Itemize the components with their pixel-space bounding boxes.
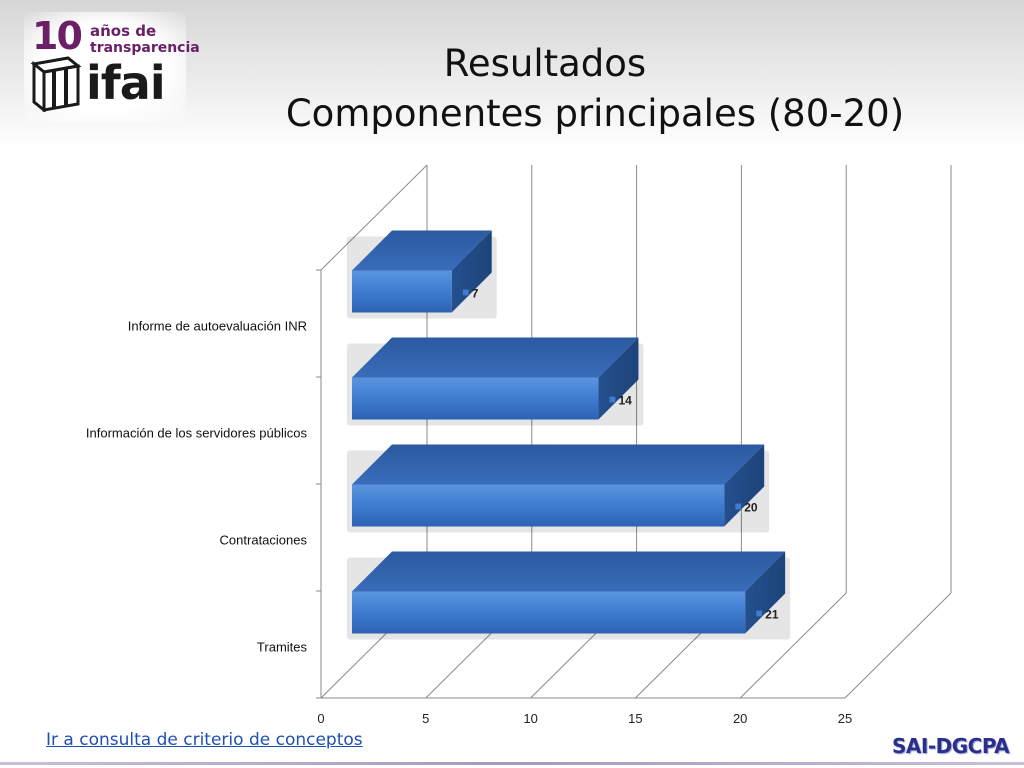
bar-side-3 bbox=[745, 551, 786, 634]
data-label-3: 21 bbox=[765, 608, 779, 622]
bar-2 bbox=[347, 444, 770, 533]
bar-side-2 bbox=[724, 444, 765, 527]
category-label-2: Contrataciones bbox=[220, 533, 308, 548]
floor-line-20 bbox=[739, 592, 847, 699]
x-tick-label-10: 10 bbox=[523, 711, 537, 726]
x-tick-label-5: 5 bbox=[422, 711, 429, 726]
data-marker-2 bbox=[734, 503, 742, 510]
criteria-link[interactable]: Ir a consulta de criterio de conceptos bbox=[46, 730, 363, 750]
category-label-1: Información de los servidores públicos bbox=[86, 426, 308, 441]
data-label-0: 7 bbox=[472, 287, 479, 301]
left-wall-top bbox=[320, 164, 428, 271]
sai-dgcpa-logo: SAI-DGCPA bbox=[892, 734, 1010, 758]
bar-front-0 bbox=[352, 270, 452, 313]
data-marker-1 bbox=[609, 396, 616, 403]
bar-front-1 bbox=[352, 377, 599, 420]
logo-line1: años de bbox=[90, 22, 157, 40]
floor-line-25 bbox=[844, 592, 952, 699]
data-label-1: 14 bbox=[618, 394, 632, 408]
bar-top-1 bbox=[352, 337, 639, 378]
bar-front-2 bbox=[352, 484, 725, 527]
ifai-logo: 10 años de transparencia ifai bbox=[24, 12, 200, 122]
data-marker-0 bbox=[462, 289, 469, 296]
footer-rule bbox=[0, 762, 1024, 765]
bar-side-1 bbox=[598, 337, 639, 420]
bar-top-0 bbox=[352, 230, 492, 271]
bar-0 bbox=[347, 230, 497, 319]
bar-front-3 bbox=[352, 591, 746, 634]
data-label-2: 20 bbox=[744, 501, 758, 515]
bar-side-0 bbox=[451, 230, 492, 313]
x-tick-label-0: 0 bbox=[317, 711, 324, 726]
x-tick-label-25: 25 bbox=[838, 711, 852, 726]
logo-brand: ifai bbox=[86, 56, 166, 110]
category-label-0: Informe de autoevaluación INR bbox=[128, 319, 307, 334]
logo-line2: transparencia bbox=[90, 40, 200, 56]
slide-title: Resultados bbox=[443, 42, 647, 85]
bar-1 bbox=[347, 337, 644, 426]
logo-number: 10 bbox=[32, 14, 83, 58]
cube-icon bbox=[30, 56, 82, 112]
x-tick-label-20: 20 bbox=[733, 711, 747, 726]
x-tick-label-15: 15 bbox=[628, 711, 642, 726]
bar-top-2 bbox=[352, 444, 765, 485]
category-label-3: Tramites bbox=[257, 640, 308, 655]
slide-subtitle: Componentes principales (80-20) bbox=[285, 92, 905, 135]
bar-3 bbox=[347, 551, 791, 640]
data-marker-3 bbox=[755, 610, 763, 617]
bar-top-3 bbox=[352, 551, 786, 592]
